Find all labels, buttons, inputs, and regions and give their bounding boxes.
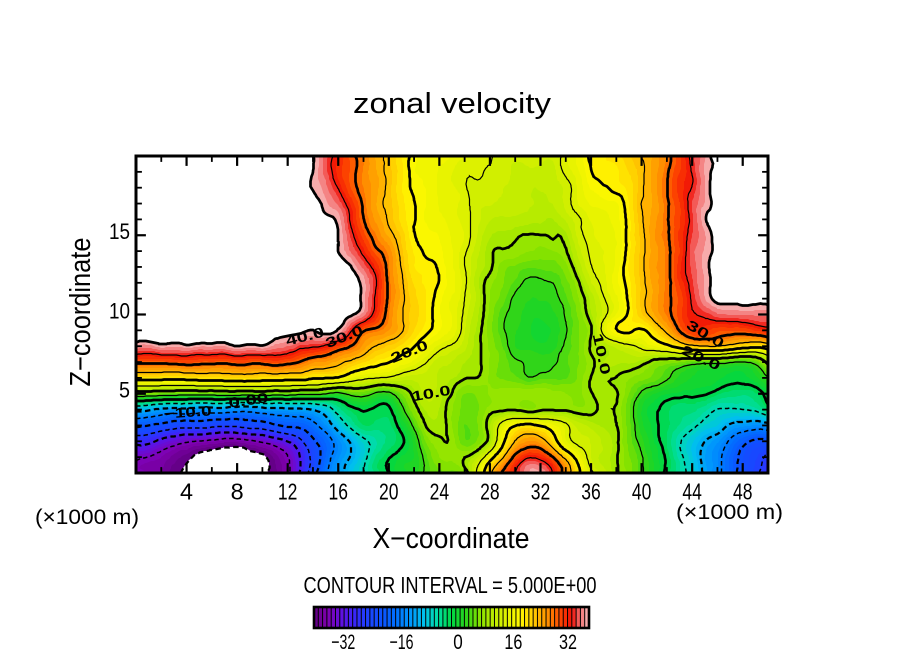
svg-text:12: 12 — [278, 479, 298, 505]
svg-text:4: 4 — [180, 479, 193, 505]
svg-text:16: 16 — [504, 631, 522, 654]
svg-text:8: 8 — [231, 479, 244, 505]
svg-text:(×1000 m): (×1000 m) — [676, 501, 783, 524]
svg-text:5: 5 — [119, 378, 130, 403]
svg-text:32: 32 — [531, 479, 551, 505]
svg-text:32: 32 — [559, 631, 577, 654]
svg-text:16: 16 — [328, 479, 348, 505]
svg-text:10.0: 10.0 — [411, 382, 452, 405]
svg-text:15: 15 — [109, 219, 130, 244]
svg-text:−16: −16 — [390, 631, 414, 654]
svg-text:28: 28 — [480, 479, 500, 505]
svg-text:X−coordinate: X−coordinate — [373, 523, 530, 555]
svg-text:0.00: 0.00 — [227, 389, 269, 410]
svg-text:36: 36 — [581, 479, 601, 505]
svg-text:zonal velocity: zonal velocity — [353, 88, 552, 120]
svg-text:0: 0 — [453, 631, 463, 654]
svg-text:48: 48 — [733, 479, 753, 505]
svg-text:44: 44 — [682, 479, 702, 505]
svg-text:−32: −32 — [331, 631, 355, 654]
svg-text:24: 24 — [430, 479, 450, 505]
svg-text:Z−coordinate: Z−coordinate — [65, 238, 97, 387]
svg-text:−10.0: −10.0 — [163, 402, 212, 421]
svg-text:40: 40 — [632, 479, 652, 505]
svg-text:CONTOUR INTERVAL = 5.000E+00: CONTOUR INTERVAL = 5.000E+00 — [304, 572, 597, 598]
svg-text:10: 10 — [109, 298, 130, 323]
svg-text:(×1000 m): (×1000 m) — [35, 506, 139, 529]
svg-text:20: 20 — [379, 479, 399, 505]
